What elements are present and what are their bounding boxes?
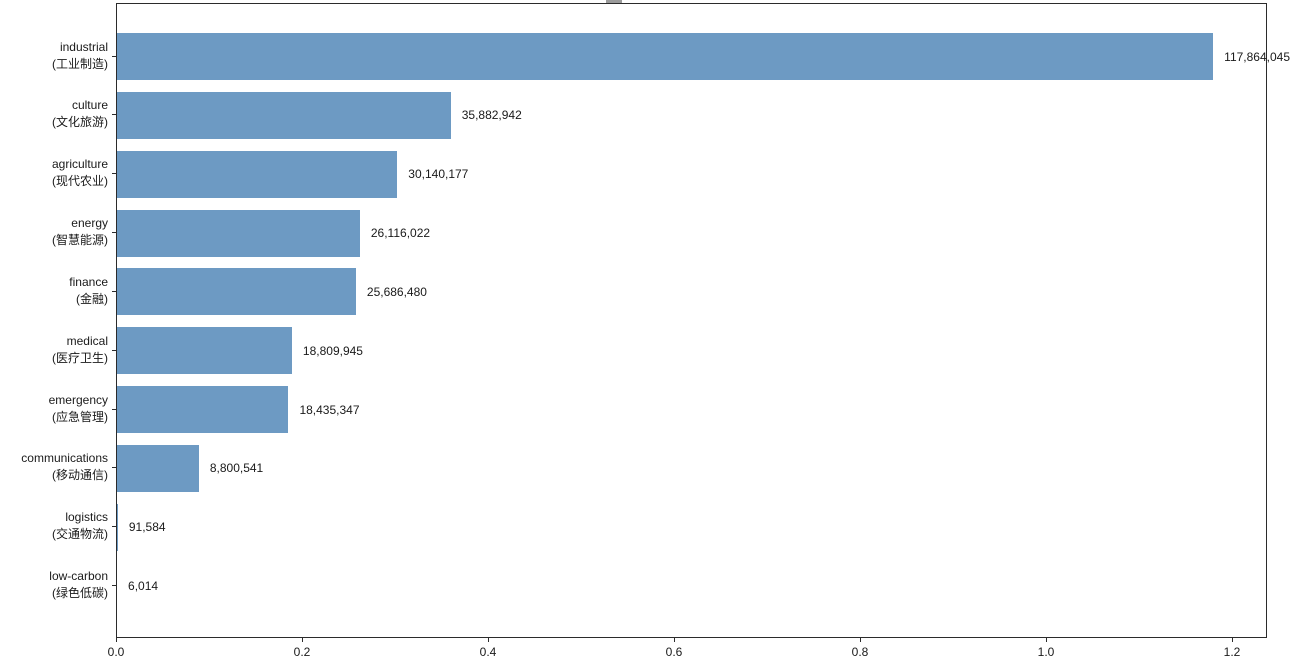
bar-logistics <box>117 503 118 551</box>
bar-agriculture <box>117 150 398 198</box>
category-label-zh: (工业制造) <box>52 56 108 71</box>
y-tick-mark <box>112 114 116 116</box>
y-tick-label-finance: finance (金融) <box>0 274 108 308</box>
x-tick-label: 0.2 <box>293 645 311 659</box>
category-label-zh: (应急管理) <box>52 409 108 424</box>
x-tick-label: 1.2 <box>1223 645 1241 659</box>
bar-medical <box>117 327 292 375</box>
y-tick-mark <box>112 585 116 587</box>
bar-value-label: 35,882,942 <box>461 108 522 123</box>
y-tick-mark <box>112 526 116 528</box>
bar-emergency <box>117 386 289 434</box>
category-label-zh: (现代农业) <box>52 174 108 189</box>
category-label-en: communications <box>21 451 108 466</box>
plot-area: 117,864,045 35,882,942 30,140,177 26,116,02… <box>116 3 1290 638</box>
category-label-en: industrial <box>59 39 108 54</box>
y-tick-label-low-carbon: low-carbon (绿色低碳) <box>0 568 108 602</box>
category-label-zh: (金融) <box>76 291 108 306</box>
category-label-zh: (文化旅游) <box>52 115 108 130</box>
category-label-en: medical <box>66 333 108 348</box>
bar-energy <box>117 209 360 257</box>
cropped-title-remnant <box>606 0 622 3</box>
bar-value-label: 25,686,480 <box>366 284 427 299</box>
x-tick-mark <box>116 638 117 642</box>
category-label-en: finance <box>69 274 108 289</box>
bar-finance <box>117 268 356 316</box>
y-tick-mark <box>112 290 116 292</box>
y-tick-label-energy: energy (智慧能源) <box>0 215 108 249</box>
category-label-zh: (医疗卫生) <box>52 350 108 365</box>
x-tick-mark <box>860 638 862 642</box>
bar-value-label: 91,584 <box>128 520 166 535</box>
bar-communications <box>117 444 199 492</box>
x-tick-label: 0.6 <box>665 645 683 659</box>
y-tick-label-industrial: industrial (工业制造) <box>0 39 108 73</box>
category-label-en: low-carbon <box>49 569 108 584</box>
y-tick-mark <box>112 408 116 410</box>
x-tick-label: 1.0 <box>1037 645 1055 659</box>
bar-value-label: 26,116,022 <box>370 226 431 241</box>
y-tick-label-culture: culture (文化旅游) <box>0 97 108 131</box>
x-tick-label: 0.8 <box>851 645 869 659</box>
category-label-en: agriculture <box>51 157 108 172</box>
y-tick-label-emergency: emergency (应急管理) <box>0 392 108 426</box>
category-label-zh: (智慧能源) <box>52 233 108 248</box>
y-tick-label-communications: communications (移动通信) <box>0 450 108 484</box>
bar-industrial <box>117 33 1214 80</box>
bar-value-label: 30,140,177 <box>408 167 469 182</box>
y-tick-label-medical: medical (医疗卫生) <box>0 333 108 367</box>
category-label-en: emergency <box>48 392 108 407</box>
category-label-zh: (绿色低碳) <box>52 586 108 601</box>
y-tick-mark <box>112 467 116 469</box>
category-label-en: logistics <box>65 510 108 525</box>
x-tick-label: 0.4 <box>479 645 497 659</box>
bar-value-label: 6,014 <box>128 579 159 594</box>
bar-value-label: 8,800,541 <box>209 461 264 476</box>
category-label-en: culture <box>71 98 108 113</box>
y-tick-mark <box>112 349 116 351</box>
y-tick-mark <box>112 55 116 57</box>
y-tick-label-agriculture: agriculture (现代农业) <box>0 156 108 190</box>
bar-value-label: 18,435,347 <box>299 402 360 417</box>
y-tick-label-logistics: logistics (交通物流) <box>0 509 108 543</box>
bar-culture <box>117 91 451 139</box>
x-tick-label: 0.0 <box>107 645 125 659</box>
y-tick-mark <box>112 232 116 234</box>
category-label-zh: (交通物流) <box>52 527 108 542</box>
x-tick-mark <box>674 638 675 642</box>
x-tick-mark <box>1046 638 1048 642</box>
x-tick-mark <box>488 638 489 642</box>
category-label-zh: (移动通信) <box>52 468 108 483</box>
category-label-en: energy <box>71 216 108 231</box>
y-tick-mark <box>112 173 116 175</box>
bar-value-label: 117,864,045 <box>1224 49 1290 64</box>
x-tick-mark <box>1232 638 1234 642</box>
bar-value-label: 18,809,945 <box>302 343 363 358</box>
x-tick-mark <box>302 638 303 642</box>
